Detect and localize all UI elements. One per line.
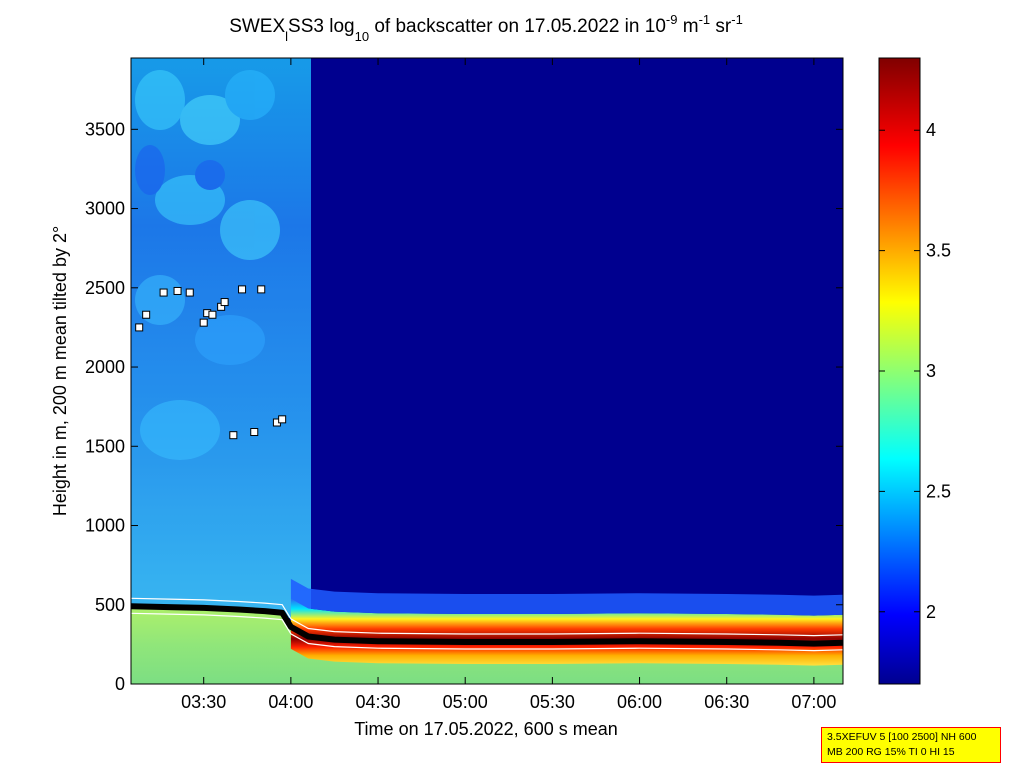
cloud-base-marker bbox=[208, 310, 217, 319]
plot-frame bbox=[130, 57, 844, 685]
residual-layer-band bbox=[290, 578, 843, 616]
x-tick-label: 03:30 bbox=[181, 692, 226, 712]
colorbar-tick-label: 2 bbox=[926, 602, 936, 622]
aerosol-blobs bbox=[135, 70, 280, 460]
y-tick-label: 500 bbox=[95, 595, 125, 615]
cloud-base-marker bbox=[173, 286, 182, 295]
residual-layer-band-shape bbox=[290, 578, 843, 616]
x-tick-label: 06:30 bbox=[704, 692, 749, 712]
colorbar-tick-label: 3.5 bbox=[926, 241, 951, 261]
cloud-base-marker bbox=[229, 431, 238, 440]
y-tick-label: 1000 bbox=[85, 516, 125, 536]
x-tick-label: 06:00 bbox=[617, 692, 662, 712]
cloud-base-marker bbox=[142, 310, 151, 319]
y-axis-label: Height in m, 200 m mean tilted by 2° bbox=[50, 226, 70, 516]
x-tick-label: 05:30 bbox=[530, 692, 575, 712]
y-tick-label: 3000 bbox=[85, 199, 125, 219]
cloud-base-marker bbox=[220, 298, 229, 307]
colorbar-tick-label: 2.5 bbox=[926, 481, 951, 501]
y-tick-label: 2000 bbox=[85, 357, 125, 377]
y-tick-label: 1500 bbox=[85, 436, 125, 456]
cloud-base-marker bbox=[238, 285, 247, 294]
boundary-layer-line bbox=[130, 603, 844, 647]
cloud-base-marker bbox=[250, 428, 259, 437]
boundary-layer-highlight-lower bbox=[130, 612, 844, 652]
boundary-layer-highlight-upper bbox=[130, 597, 844, 637]
x-axis-label: Time on 17.05.2022, 600 s mean bbox=[354, 719, 618, 739]
colorbar-tick-label: 4 bbox=[926, 120, 936, 140]
parameter-info-box: 3.5XEFUV 5 [100 2500] NH 600 MB 200 RG 1… bbox=[821, 727, 1001, 763]
cloud-base-marker bbox=[159, 288, 168, 297]
y-tick-label: 0 bbox=[115, 674, 125, 694]
colorbar-ticks: 2 2.5 3 3.5 4 bbox=[879, 120, 951, 622]
colorbar-gradient bbox=[878, 57, 921, 685]
parameter-line-1: 3.5XEFUV 5 [100 2500] NH 600 bbox=[827, 731, 977, 743]
colorbar-tick-label: 3 bbox=[926, 361, 936, 381]
parameter-line-2: MB 200 RG 15% TI 0 HI 15 bbox=[827, 746, 955, 758]
x-tick-label: 07:00 bbox=[791, 692, 836, 712]
x-tick-label: 05:00 bbox=[443, 692, 488, 712]
x-tick-label: 04:30 bbox=[356, 692, 401, 712]
y-axis-ticks: 0 500 1000 1500 2000 2500 3000 3500 bbox=[85, 119, 843, 694]
cloud-base-markers bbox=[135, 285, 287, 440]
heatmap-plot-area bbox=[130, 57, 844, 685]
colorbar: 2 2.5 3 3.5 4 bbox=[878, 57, 951, 685]
y-tick-label: 2500 bbox=[85, 278, 125, 298]
cloud-base-marker bbox=[185, 288, 194, 297]
cloud-base-marker bbox=[278, 415, 287, 424]
cloud-base-marker bbox=[199, 318, 208, 327]
cloud-base-marker bbox=[257, 285, 266, 294]
cloud-base-marker bbox=[135, 323, 144, 332]
y-tick-label: 3500 bbox=[85, 119, 125, 139]
x-tick-label: 04:00 bbox=[268, 692, 313, 712]
chart-title: SWEXlSS3 log10 of backscatter on 17.05.2… bbox=[229, 12, 743, 44]
x-axis-ticks: 03:30 04:00 04:30 05:00 05:30 06:00 06:30 07:00 bbox=[181, 58, 836, 712]
boundary-layer-height-line bbox=[130, 597, 844, 652]
